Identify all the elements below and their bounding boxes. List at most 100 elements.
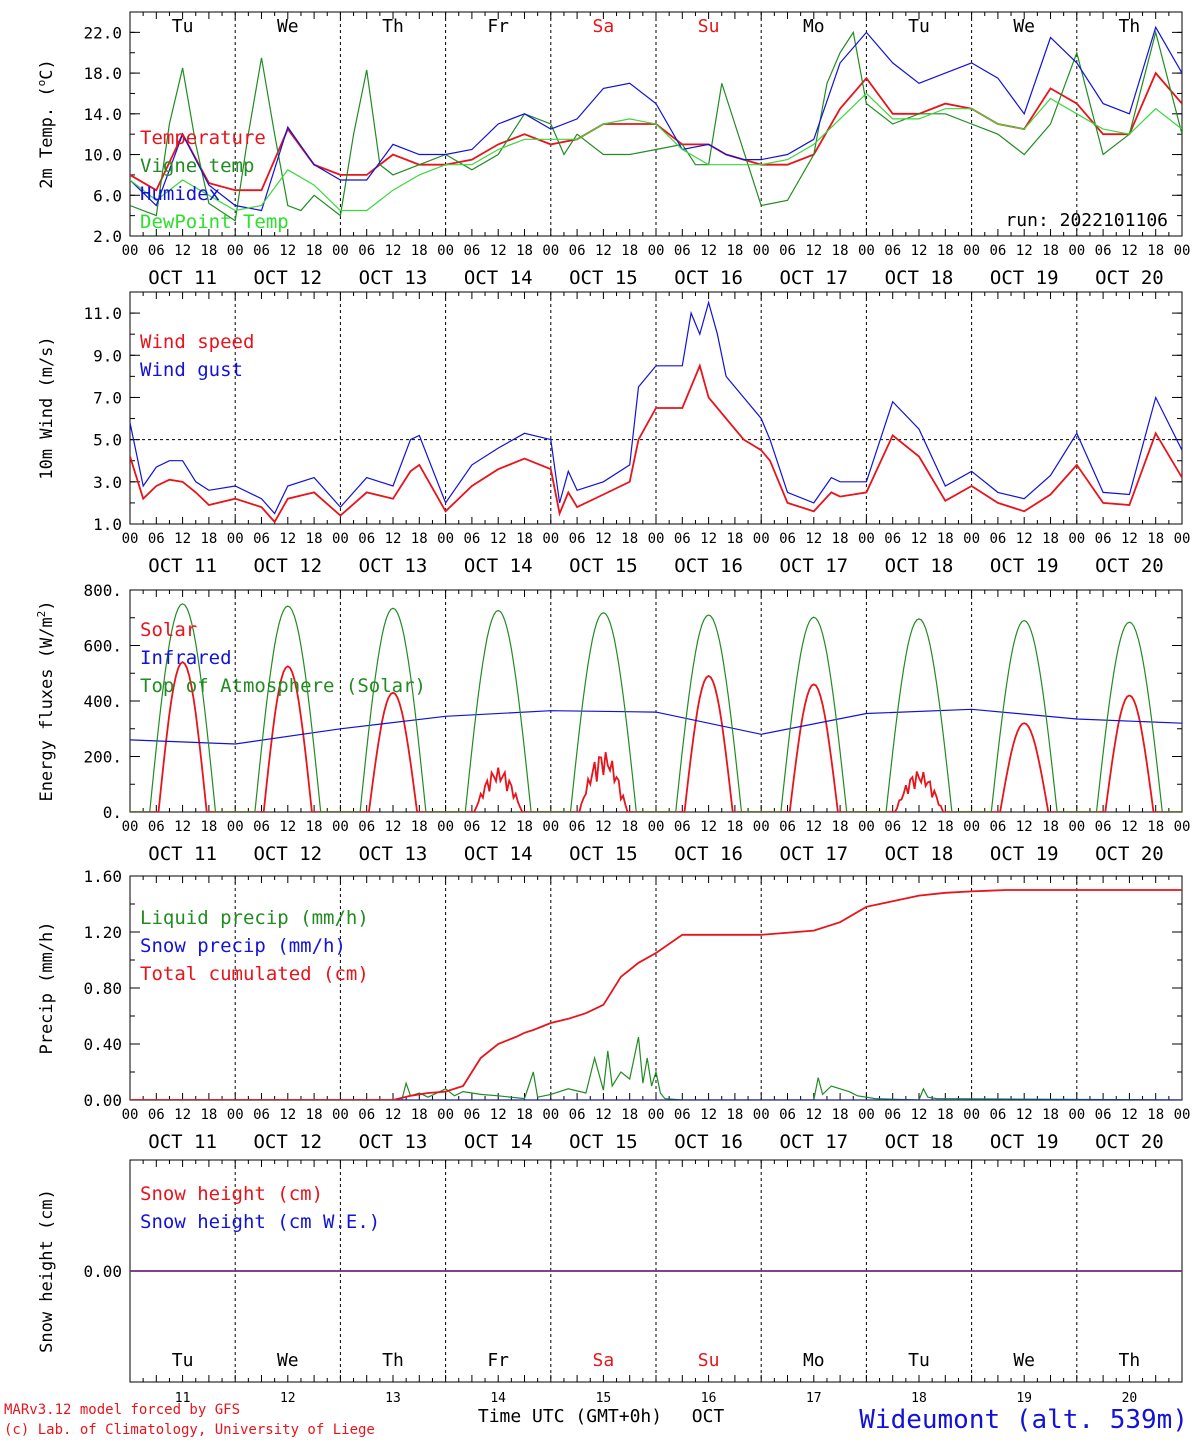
date-label: OCT 20 (1095, 267, 1164, 289)
series-line-wind-gust (130, 300, 1182, 515)
y-tick-label: 22.0 (83, 23, 122, 42)
hour-tick-label: 00 (122, 1107, 139, 1123)
hour-tick-label: 12 (700, 819, 717, 835)
hour-tick-label: 06 (674, 531, 691, 547)
day-number: 13 (385, 1391, 401, 1406)
hour-tick-label: 00 (963, 243, 980, 259)
legend-entry: Solar (140, 619, 197, 641)
y-tick-label: 200. (83, 748, 122, 767)
hour-tick-label: 00 (963, 531, 980, 547)
hour-tick-label: 12 (700, 531, 717, 547)
date-label: OCT 15 (569, 555, 638, 577)
hour-tick-label: 00 (753, 243, 770, 259)
hour-tick-label: 18 (1147, 531, 1164, 547)
y-tick-label: 18.0 (83, 64, 122, 83)
y-tick-label: 0.00 (83, 1091, 122, 1110)
series-line-top-of-atmosphere-solar- (130, 603, 1182, 812)
hour-tick-label: 06 (253, 243, 270, 259)
hour-tick-label: 12 (1016, 531, 1033, 547)
hour-tick-label: 00 (542, 243, 559, 259)
hour-tick-label: 00 (437, 531, 454, 547)
hour-tick-label: 00 (648, 819, 665, 835)
hour-tick-label: 06 (674, 243, 691, 259)
hour-tick-label: 06 (253, 531, 270, 547)
hour-tick-label: 00 (437, 1107, 454, 1123)
hour-tick-label: 18 (726, 1107, 743, 1123)
weekday-label: Th (382, 1350, 404, 1371)
hour-tick-label: 12 (911, 1107, 928, 1123)
date-label: OCT 12 (253, 555, 322, 577)
series-line-humidex (130, 25, 1182, 212)
series-line-dewpoint-temp (130, 92, 1182, 212)
day-number: 12 (280, 1391, 296, 1406)
date-label: OCT 16 (674, 555, 743, 577)
hour-tick-label: 00 (858, 1107, 875, 1123)
hour-tick-label: 00 (648, 243, 665, 259)
hour-tick-label: 12 (174, 819, 191, 835)
hour-tick-label: 06 (358, 819, 375, 835)
hour-tick-label: 12 (805, 1107, 822, 1123)
series-line-solar (130, 660, 1182, 812)
date-label: OCT 15 (569, 843, 638, 865)
hour-tick-label: 00 (437, 243, 454, 259)
hour-tick-label: 18 (937, 531, 954, 547)
hour-tick-label: 12 (1121, 819, 1138, 835)
legend-entry: DewPoint Temp (140, 211, 289, 233)
hour-tick-label: 00 (1068, 819, 1085, 835)
hour-tick-label: 00 (227, 243, 244, 259)
credit-line-1: MARv3.12 model forced by GFS (4, 1402, 240, 1418)
hour-tick-label: 12 (805, 243, 822, 259)
y-tick-label: 6.0 (93, 186, 122, 205)
hour-tick-label: 00 (542, 1107, 559, 1123)
hour-tick-label: 18 (1042, 243, 1059, 259)
hour-tick-label: 18 (516, 243, 533, 259)
hour-tick-label: 06 (463, 243, 480, 259)
hour-tick-label: 06 (989, 1107, 1006, 1123)
hour-tick-label: 06 (148, 819, 165, 835)
date-label: OCT 16 (674, 1131, 743, 1153)
hour-tick-label: 12 (1016, 1107, 1033, 1123)
hour-tick-label: 06 (569, 243, 586, 259)
hour-tick-label: 00 (858, 243, 875, 259)
date-label: OCT 16 (674, 267, 743, 289)
hour-tick-label: 18 (411, 1107, 428, 1123)
run-label: run: 2022101106 (1005, 210, 1168, 231)
y-tick-label: 14.0 (83, 105, 122, 124)
weekday-label: Tu (908, 16, 930, 37)
hour-tick-label: 18 (306, 243, 323, 259)
hour-tick-label: 18 (1042, 531, 1059, 547)
y-tick-label: 0.80 (83, 979, 122, 998)
series-group (130, 603, 1182, 812)
date-label: OCT 15 (569, 267, 638, 289)
y-tick-label: 0.00 (83, 1262, 122, 1281)
hour-tick-label: 18 (200, 243, 217, 259)
series-line-vigne-temp (130, 30, 1182, 222)
panel-energy: 0. 200. 400. 600. 800. Energy fluxes (W/m2) 00… (35, 581, 1190, 865)
hour-tick-label: 18 (411, 819, 428, 835)
y-tick-label: 2.0 (93, 227, 122, 246)
hour-tick-label: 12 (279, 243, 296, 259)
hour-tick-label: 06 (884, 243, 901, 259)
day-number: 14 (490, 1391, 506, 1406)
hour-tick-label: 12 (911, 819, 928, 835)
legend-entry: Top of Atmosphere (Solar) (140, 675, 426, 697)
hour-tick-label: 18 (1042, 1107, 1059, 1123)
hour-tick-label: 06 (569, 531, 586, 547)
date-label: OCT 20 (1095, 1131, 1164, 1153)
hour-tick-label: 00 (332, 1107, 349, 1123)
y-tick-label: 10.0 (83, 146, 122, 165)
hour-tick-label: 18 (832, 243, 849, 259)
hour-tick-label: 06 (358, 531, 375, 547)
hour-tick-label: 12 (174, 243, 191, 259)
day-number: 15 (596, 1391, 612, 1406)
y-tick-label: 1.20 (83, 923, 122, 942)
legend-entry: Temperature (140, 127, 266, 149)
series-line-total-cumulated-cm- (130, 889, 1182, 1100)
panel-wind: 1.0 3.0 5.0 7.0 9.0 11.0 10m Wind (m/s) 00 06 12 1… (37, 291, 1190, 577)
y-tick-label: 800. (83, 581, 122, 600)
date-label: OCT 19 (990, 1131, 1059, 1153)
date-label: OCT 15 (569, 1131, 638, 1153)
series-line-wind-speed (130, 363, 1182, 524)
hour-tick-label: 12 (385, 819, 402, 835)
